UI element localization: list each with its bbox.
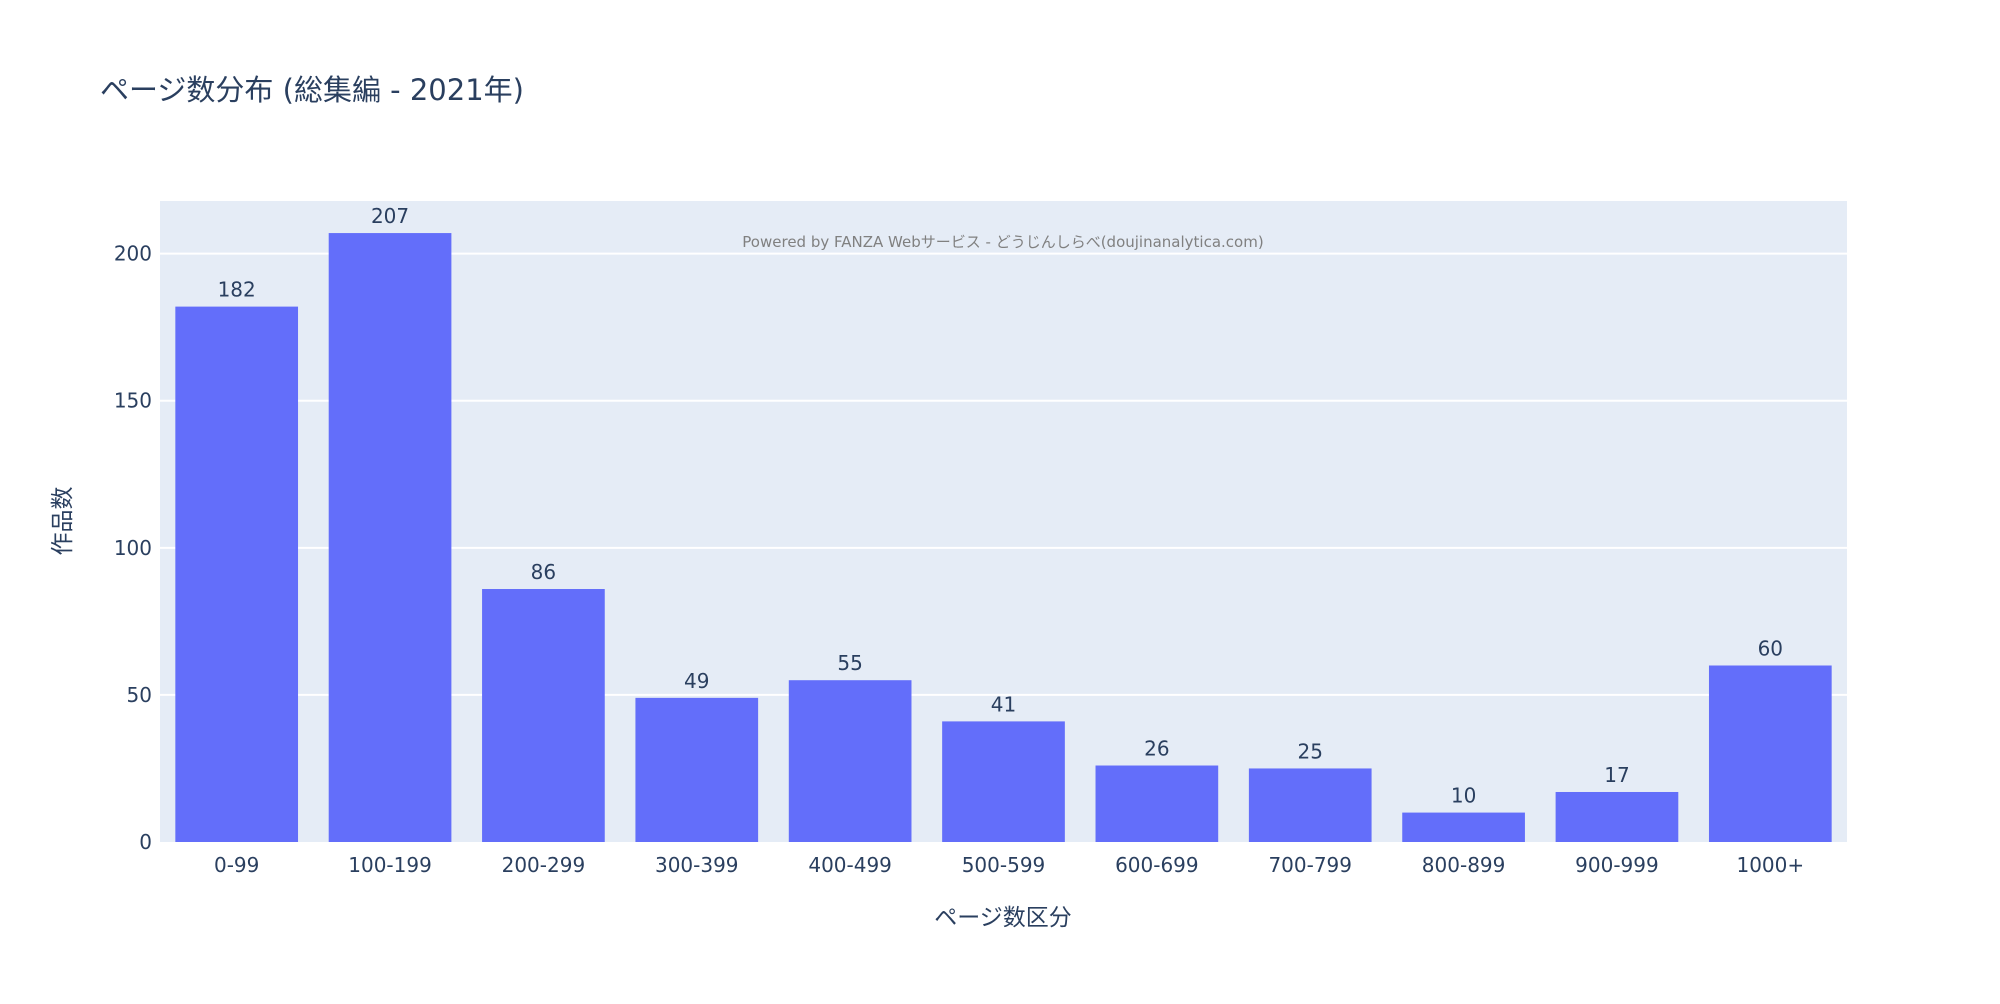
y-tick-label: 50 [127,683,152,707]
data-label: 207 [371,204,409,228]
data-label: 49 [684,669,709,693]
x-tick-label: 200-299 [502,853,586,877]
bar [942,721,1065,842]
bar [1095,765,1219,842]
x-tick-label: 400-499 [808,853,892,877]
bar [1402,812,1525,842]
data-label: 10 [1451,784,1476,808]
chart-title: ページ数分布 (総集編 - 2021年) [100,73,524,107]
bar [175,306,299,842]
data-label: 26 [1144,737,1169,761]
x-tick-label: 1000+ [1736,853,1804,877]
x-tick-label: 0-99 [214,853,259,877]
x-tick-label: 900-999 [1575,853,1659,877]
data-label: 55 [837,651,862,675]
bar [788,680,912,842]
y-tick-label: 0 [139,830,152,854]
x-axis-title: ページ数区分 [934,905,1072,931]
y-tick-label: 150 [114,389,152,413]
data-label: 25 [1298,739,1323,763]
bar [1555,791,1679,842]
data-label: 17 [1604,763,1629,787]
bar [482,589,605,842]
x-tick-label: 700-799 [1268,853,1352,877]
data-label: 182 [218,278,256,302]
x-tick-label: 500-599 [962,853,1046,877]
bar [1248,768,1372,842]
data-label: 86 [531,560,556,584]
y-tick-label: 200 [114,242,152,266]
bar [635,697,759,842]
bar [328,233,452,843]
bar [1708,665,1832,842]
x-tick-label: 300-399 [655,853,739,877]
x-tick-label: 100-199 [348,853,432,877]
x-tick-label: 600-699 [1115,853,1199,877]
data-label: 41 [991,692,1016,716]
x-tick-label: 800-899 [1422,853,1506,877]
y-tick-label: 100 [114,536,152,560]
data-label: 60 [1758,636,1783,660]
chart-annotation: Powered by FANZA Webサービス - どうじんしらべ(douji… [742,233,1263,251]
y-axis-title: 作品数 [50,487,76,556]
